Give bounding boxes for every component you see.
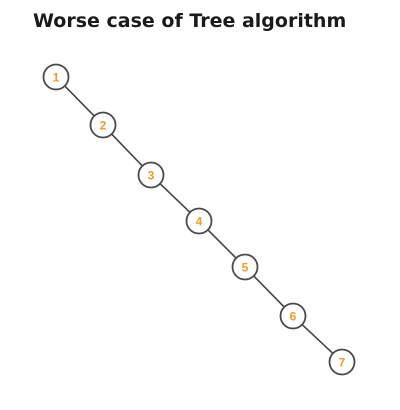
- tree-node-1: 1: [42, 63, 70, 91]
- tree-node-label: 5: [242, 261, 249, 275]
- tree-node-circle: [231, 253, 259, 281]
- tree-node-circle: [185, 207, 213, 235]
- tree-node-6: 6: [279, 302, 307, 330]
- tree-edge: [207, 229, 237, 259]
- diagram-title: Worse case of Tree algorithm: [33, 10, 347, 32]
- tree-edge: [301, 323, 334, 355]
- tree-node-2: 2: [89, 111, 117, 139]
- tree-node-label: 4: [196, 215, 203, 229]
- tree-edge: [253, 275, 285, 308]
- tree-node-circle: [89, 111, 117, 139]
- tree-node-circle: [42, 63, 70, 91]
- tree-node-5: 5: [231, 253, 259, 281]
- tree-node-7: 7: [328, 348, 356, 376]
- tree-edge: [111, 133, 143, 167]
- tree-edge: [64, 85, 95, 117]
- tree-node-3: 3: [137, 161, 165, 189]
- tree-node-circle: [279, 302, 307, 330]
- tree-node-label: 2: [100, 119, 107, 133]
- tree-node-label: 6: [290, 310, 297, 324]
- tree-node-label: 7: [339, 356, 346, 370]
- tree-node-label: 3: [148, 169, 155, 183]
- tree-node-label: 1: [53, 71, 60, 85]
- tree-edge: [159, 183, 191, 213]
- tree-node-circle: [328, 348, 356, 376]
- tree-node-circle: [137, 161, 165, 189]
- tree-node-4: 4: [185, 207, 213, 235]
